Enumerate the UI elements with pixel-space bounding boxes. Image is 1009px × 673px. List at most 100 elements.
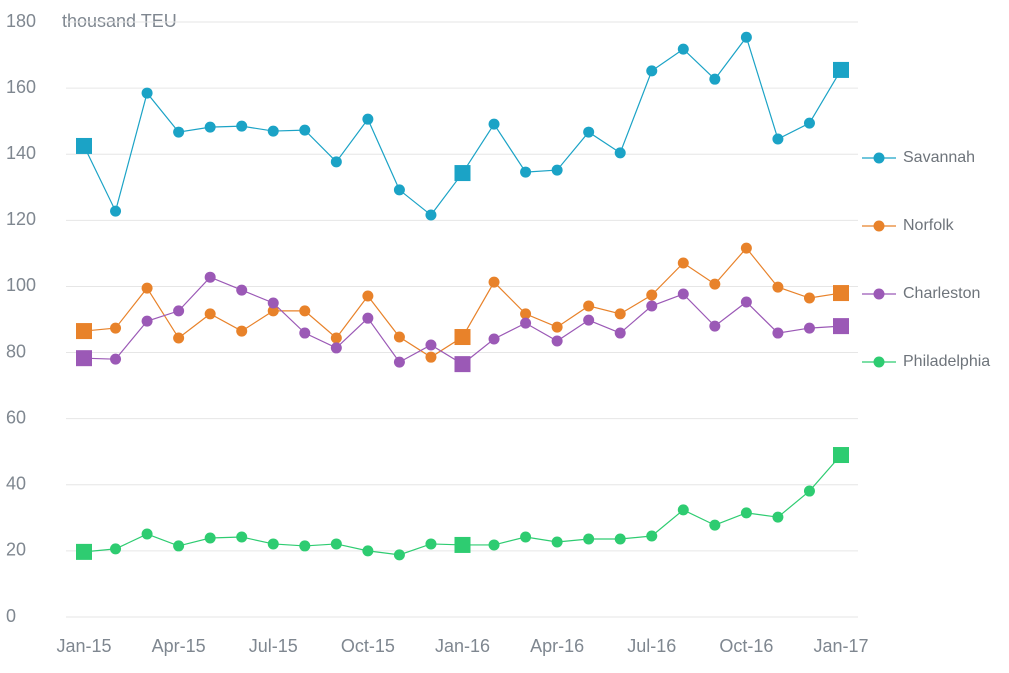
point-marker — [551, 164, 563, 176]
point-marker — [803, 117, 815, 129]
point-marker — [76, 323, 92, 340]
series — [76, 271, 849, 373]
x-tick-label: Apr-16 — [530, 636, 584, 656]
legend-marker — [873, 220, 885, 232]
x-tick-label: Oct-15 — [341, 636, 395, 656]
point-marker — [425, 209, 437, 221]
point-marker — [204, 308, 216, 320]
point-marker — [267, 305, 279, 317]
point-marker — [551, 536, 563, 548]
legend-label: Norfolk — [903, 217, 955, 234]
point-marker — [646, 530, 658, 542]
point-marker — [141, 282, 153, 294]
point-marker — [772, 133, 784, 145]
point-marker — [236, 284, 248, 296]
point-marker — [393, 184, 405, 196]
point-marker — [236, 531, 248, 543]
legend-label: Charleston — [903, 285, 980, 302]
y-tick-label: 100 — [6, 275, 36, 295]
point-marker — [583, 300, 595, 312]
point-marker — [614, 147, 626, 159]
point-marker — [204, 271, 216, 283]
point-marker — [299, 540, 311, 552]
point-marker — [614, 327, 626, 339]
y-tick-label: 180 — [6, 11, 36, 31]
y-tick-label: 20 — [6, 540, 26, 560]
y-tick-label: 60 — [6, 407, 26, 427]
point-marker — [425, 339, 437, 351]
point-marker — [393, 549, 405, 561]
point-marker — [520, 317, 532, 329]
point-marker — [454, 165, 471, 182]
x-tick-label: Jan-17 — [813, 636, 868, 656]
point-marker — [110, 322, 122, 334]
series-line — [83, 276, 842, 365]
point-marker — [614, 533, 626, 545]
point-marker — [76, 543, 92, 560]
point-marker — [173, 126, 185, 138]
point-marker — [141, 87, 153, 99]
series — [76, 447, 849, 561]
legend-label: Savannah — [903, 149, 975, 166]
point-marker — [583, 533, 595, 545]
point-marker — [740, 507, 752, 519]
x-tick-label: Apr-15 — [152, 636, 206, 656]
point-marker — [425, 351, 437, 363]
point-marker — [646, 65, 658, 77]
point-marker — [677, 257, 689, 269]
y-tick-label: 40 — [6, 474, 26, 494]
point-marker — [520, 308, 532, 320]
point-marker — [833, 447, 849, 464]
point-marker — [772, 511, 784, 523]
y-tick-label: 80 — [6, 341, 26, 361]
point-marker — [646, 300, 658, 312]
point-marker — [299, 305, 311, 317]
point-marker — [330, 538, 342, 550]
point-marker — [110, 543, 122, 555]
legend-marker — [873, 356, 885, 368]
point-marker — [330, 342, 342, 354]
x-tick-label: Jan-15 — [56, 636, 111, 656]
point-marker — [362, 545, 374, 557]
point-marker — [833, 61, 849, 78]
legend: Savannah Norfolk Charleston Philadelphia — [862, 149, 990, 370]
point-marker — [833, 318, 849, 335]
point-marker — [393, 331, 405, 343]
point-marker — [551, 335, 563, 347]
point-marker — [267, 297, 279, 309]
point-marker — [803, 322, 815, 334]
point-marker — [362, 113, 374, 125]
point-marker — [709, 519, 721, 531]
point-marker — [709, 320, 721, 332]
point-marker — [110, 353, 122, 365]
point-marker — [330, 332, 342, 344]
y-tick-label: 120 — [6, 209, 36, 229]
x-tick-label: Jul-16 — [627, 636, 676, 656]
point-marker — [520, 531, 532, 543]
point-marker — [740, 296, 752, 308]
x-tick-label: Jul-15 — [249, 636, 298, 656]
series — [76, 31, 849, 221]
y-tick-label: 0 — [6, 606, 16, 626]
point-marker — [141, 315, 153, 327]
point-marker — [772, 327, 784, 339]
point-marker — [772, 281, 784, 293]
unit-label: thousand TEU — [62, 11, 177, 31]
series-line — [83, 35, 842, 216]
point-marker — [141, 528, 153, 540]
point-marker — [362, 312, 374, 324]
x-tick-label: Oct-16 — [719, 636, 773, 656]
point-marker — [646, 289, 658, 301]
point-marker — [740, 31, 752, 43]
legend-marker — [873, 288, 885, 300]
point-marker — [454, 329, 471, 346]
point-marker — [454, 356, 471, 373]
point-marker — [488, 276, 500, 288]
point-marker — [803, 485, 815, 497]
point-marker — [204, 532, 216, 544]
point-marker — [425, 538, 437, 550]
point-marker — [236, 325, 248, 337]
point-marker — [803, 292, 815, 304]
point-marker — [110, 205, 122, 217]
